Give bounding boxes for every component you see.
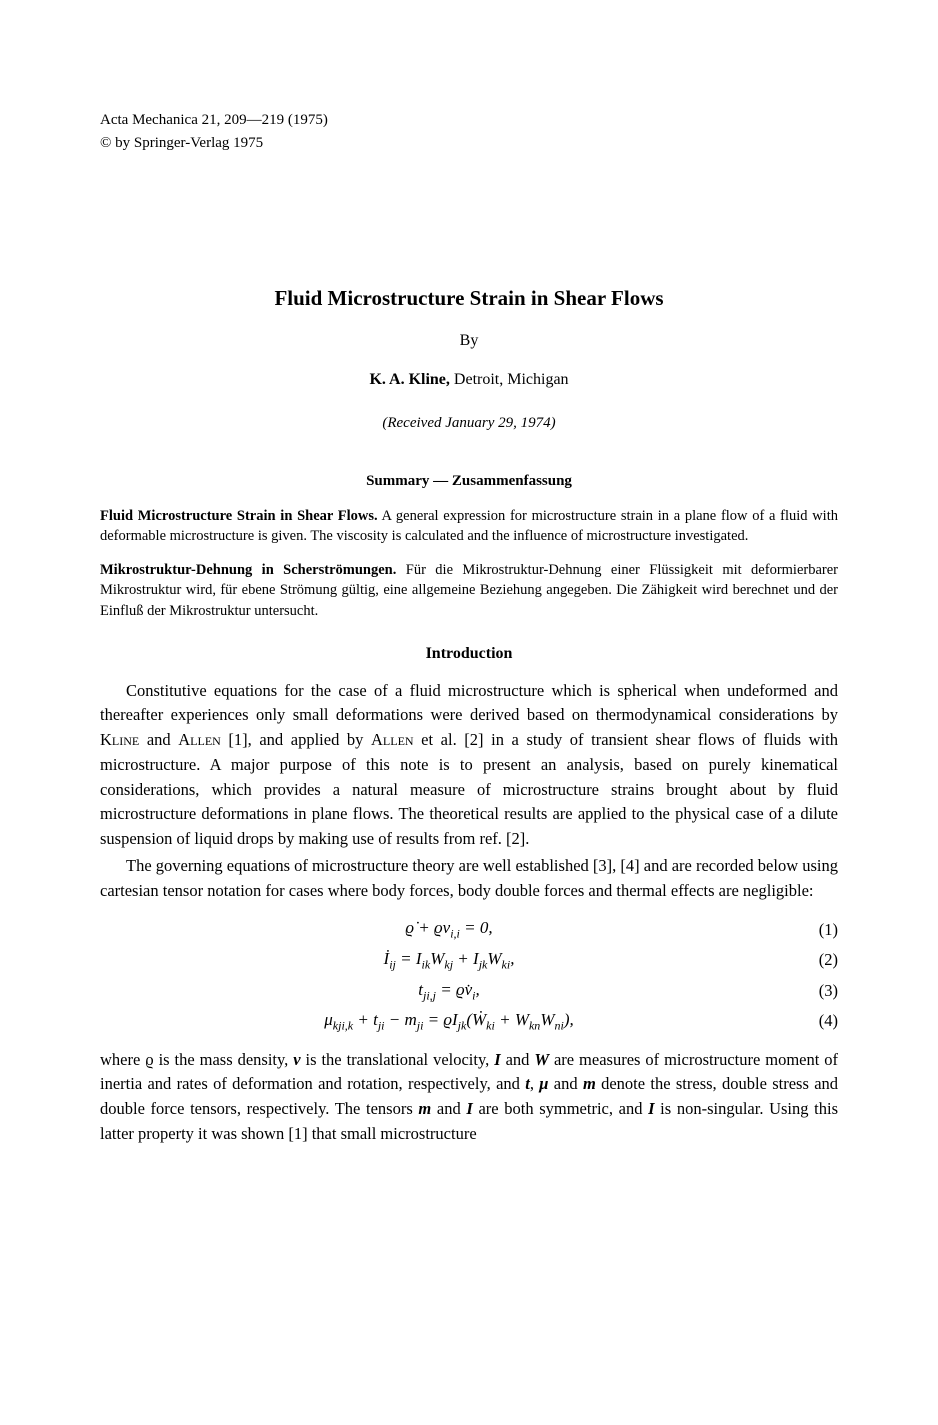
equation-4-row: μkji,k + tji − mji = ϱIjk(Ẇki + WknWni),… [100, 1009, 838, 1034]
equations-block: ϱ̇ + ϱvi,i = 0, (1) İij = IikWkj + IjkWk… [100, 917, 838, 1033]
author-name: K. A. Kline, [369, 371, 449, 388]
equation-4-num: (4) [798, 1010, 838, 1032]
equation-1-num: (1) [798, 919, 838, 941]
paragraph-1: Constitutive equations for the case of a… [100, 679, 838, 852]
equation-1-row: ϱ̇ + ϱvi,i = 0, (1) [100, 917, 838, 942]
para3-b: is the translational velocity, [301, 1050, 495, 1069]
paragraph-3: where ϱ is the mass density, v is the tr… [100, 1048, 838, 1147]
para3-g: and [431, 1099, 466, 1118]
para3-c: and [501, 1050, 535, 1069]
journal-header: Acta Mechanica 21, 209—219 (1975) [100, 110, 838, 130]
article-title: Fluid Microstructure Strain in Shear Flo… [100, 284, 838, 312]
by-line: By [100, 330, 838, 352]
summary-header: Summary — Zusammenfassung [100, 471, 838, 491]
para3-h: are both symmetric, and [473, 1099, 648, 1118]
name-allen-1: Allen [178, 730, 221, 749]
name-allen-2: Allen [371, 730, 414, 749]
para3-a: where ϱ is the mass density, [100, 1050, 293, 1069]
para1-text-a: Constitutive equations for the case of a… [100, 681, 838, 725]
equation-2-num: (2) [798, 949, 838, 971]
received-date: (Received January 29, 1974) [100, 413, 838, 433]
symbol-m-2: m [418, 1099, 431, 1118]
paragraph-2: The governing equations of microstructur… [100, 854, 838, 904]
para3-e: and [548, 1074, 582, 1093]
para3-comma-1: , [530, 1074, 539, 1093]
equation-2: İij = IikWkj + IjkWki, [100, 948, 798, 973]
name-and: and [139, 730, 178, 749]
equation-3-row: tji,j = ϱv̇i, (3) [100, 979, 838, 1004]
symbol-W: W [534, 1050, 549, 1069]
equation-4: μkji,k + tji − mji = ϱIjk(Ẇki + WknWni), [100, 1009, 798, 1034]
copyright-line: © by Springer-Verlag 1975 [100, 133, 838, 153]
abstract-german: Mikrostruktur-Dehnung in Scherströmungen… [100, 560, 838, 621]
abstract-en-lead: Fluid Microstructure Strain in Shear Flo… [100, 508, 378, 524]
equation-3-num: (3) [798, 980, 838, 1002]
abstract-english: Fluid Microstructure Strain in Shear Flo… [100, 506, 838, 547]
abstract-de-lead: Mikrostruktur-Dehnung in Scherströmungen… [100, 562, 396, 578]
equation-2-row: İij = IikWkj + IjkWki, (2) [100, 948, 838, 973]
equation-1: ϱ̇ + ϱvi,i = 0, [100, 917, 798, 942]
section-introduction: Introduction [100, 643, 838, 665]
symbol-v: v [293, 1050, 300, 1069]
author-affiliation: Detroit, Michigan [450, 371, 569, 388]
equation-3: tji,j = ϱv̇i, [100, 979, 798, 1004]
symbol-m-1: m [583, 1074, 596, 1093]
para1-text-b: [1], and applied by [221, 730, 371, 749]
name-kline: Kline [100, 730, 139, 749]
author-line: K. A. Kline, Detroit, Michigan [100, 369, 838, 391]
